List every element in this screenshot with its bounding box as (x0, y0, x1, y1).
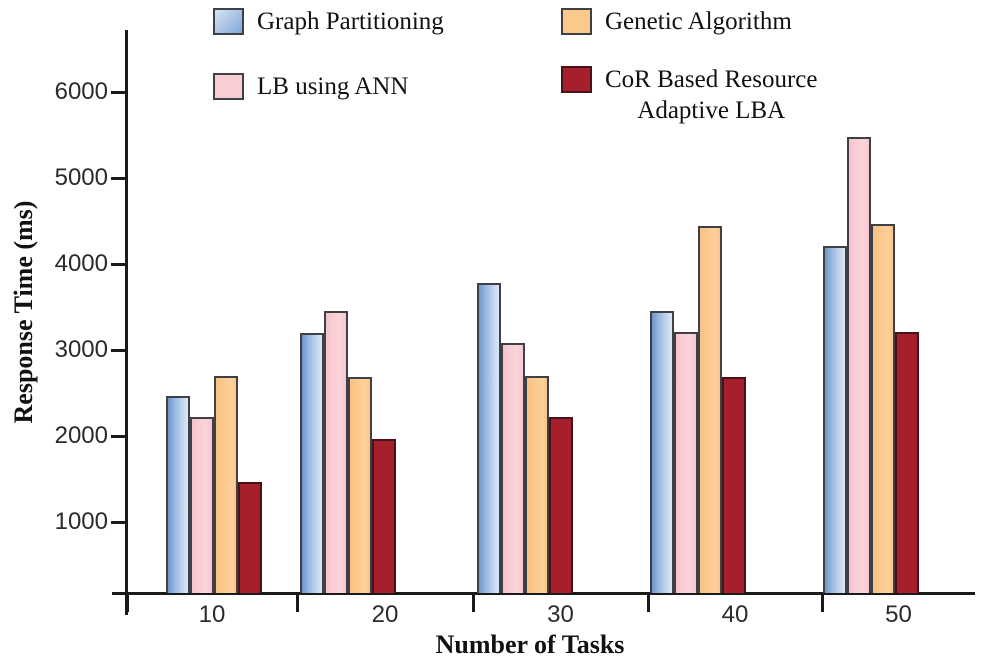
bar-genetic-algorithm-40 (698, 226, 722, 593)
y-axis-line (125, 30, 128, 615)
legend-item-genetic-algorithm: Genetic Algorithm (561, 6, 792, 37)
legend-item-lb-using-ann: LB using ANN (213, 71, 408, 102)
bar-cor-based-resource-adaptive-lba-20 (372, 439, 396, 593)
legend-label: CoR Based Resource Adaptive LBA (605, 64, 817, 126)
bar-graph-partitioning-40 (650, 311, 674, 593)
bar-cor-based-resource-adaptive-lba-30 (549, 417, 573, 593)
x-tick (126, 595, 129, 612)
y-tick-label: 2000 (54, 422, 108, 449)
y-tick (111, 521, 128, 524)
legend-label-line1: CoR Based Resource (605, 66, 818, 93)
bar-cor-based-resource-adaptive-lba-10 (238, 482, 262, 593)
bar-graph-partitioning-20 (300, 333, 324, 593)
bar-graph-partitioning-30 (477, 283, 501, 593)
bar-group-20 (300, 311, 396, 593)
y-tick (111, 91, 128, 94)
bar-group-30 (477, 283, 573, 593)
legend-label: LB using ANN (257, 73, 409, 100)
x-tick (821, 595, 824, 612)
bar-group-10 (166, 376, 262, 593)
legend-label-line2: Adaptive LBA (637, 97, 786, 124)
bar-genetic-algorithm-20 (348, 377, 372, 593)
legend-item-graph-partitioning: Graph Partitioning (213, 6, 444, 37)
bar-lb-using-ann-50 (847, 137, 871, 593)
bar-cor-based-resource-adaptive-lba-50 (895, 332, 919, 593)
y-axis-title: Response Time (ms) (9, 200, 38, 424)
bar-lb-using-ann-30 (501, 343, 525, 593)
y-tick-label: 6000 (54, 78, 108, 105)
y-tick (111, 263, 128, 266)
x-tick-label: 10 (198, 601, 226, 628)
legend-swatch-graph-partitioning (213, 8, 244, 35)
bar-lb-using-ann-20 (324, 311, 348, 593)
legend-swatch-lb-using-ann (213, 73, 244, 100)
legend-swatch-cor-based-resource-adaptive-lba (561, 66, 592, 93)
legend-item-cor-based-resource-adaptive-lba: CoR Based Resource Adaptive LBA (561, 64, 817, 126)
bar-graph-partitioning-50 (823, 246, 847, 593)
bar-group-40 (650, 226, 746, 593)
y-tick (111, 435, 128, 438)
y-tick-label: 3000 (54, 336, 108, 363)
x-axis-title: Number of Tasks (435, 630, 625, 659)
x-tick (472, 595, 475, 612)
x-tick (296, 595, 299, 612)
bar-graph-partitioning-10 (166, 396, 190, 593)
x-tick-label: 50 (885, 601, 912, 628)
bar-cor-based-resource-adaptive-lba-40 (722, 377, 746, 593)
y-tick (111, 177, 128, 180)
bar-lb-using-ann-40 (674, 332, 698, 593)
y-tick-label: 1000 (54, 508, 108, 535)
x-axis-line (112, 592, 975, 595)
legend-label: Graph Partitioning (257, 8, 444, 35)
bar-genetic-algorithm-30 (525, 376, 549, 593)
y-tick (111, 349, 128, 352)
x-tick (647, 595, 650, 612)
legend-swatch-genetic-algorithm (561, 8, 592, 35)
bar-genetic-algorithm-10 (214, 376, 238, 593)
x-tick-label: 20 (371, 601, 399, 628)
y-tick-label: 4000 (54, 250, 108, 277)
legend-label: Genetic Algorithm (605, 8, 792, 35)
bar-group-50 (823, 137, 919, 593)
x-tick-label: 30 (547, 601, 574, 628)
x-tick-label: 40 (721, 601, 749, 628)
y-tick-label: 5000 (54, 164, 108, 191)
bar-genetic-algorithm-50 (871, 224, 895, 593)
bar-lb-using-ann-10 (190, 417, 214, 593)
